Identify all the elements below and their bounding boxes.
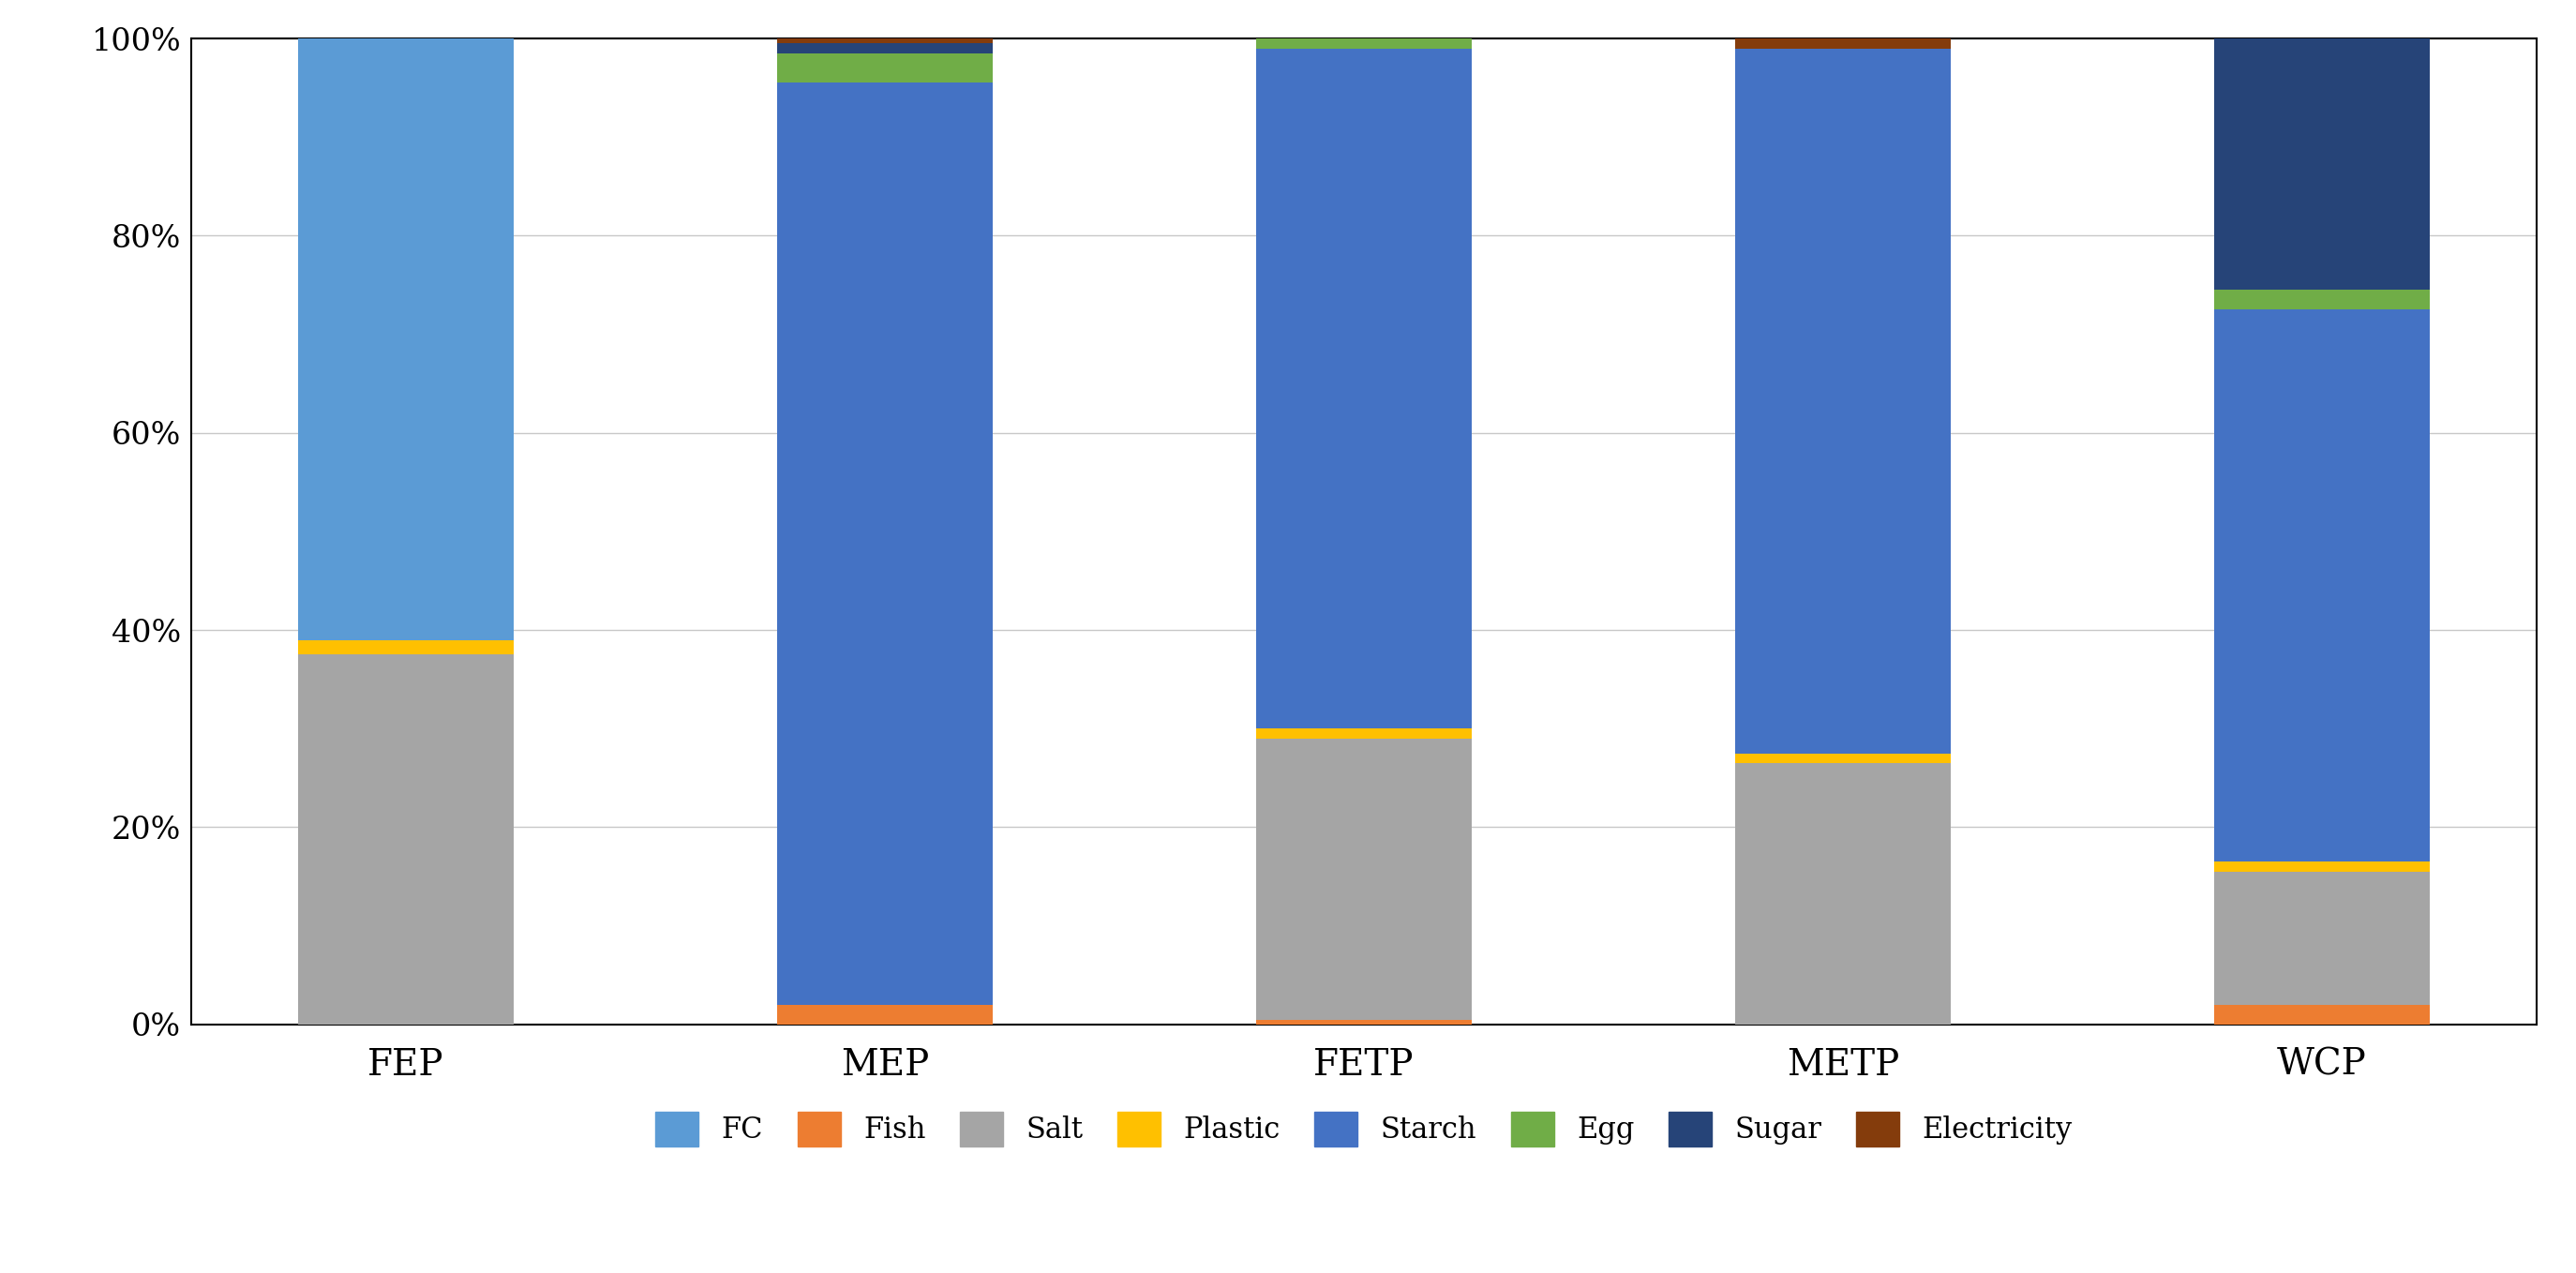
Bar <box>778 1004 992 1025</box>
Bar <box>1736 48 1950 754</box>
Bar <box>778 53 992 83</box>
Bar <box>1736 754 1950 763</box>
Bar <box>1736 38 1950 48</box>
Bar <box>1257 38 1471 48</box>
Bar <box>2213 872 2429 1004</box>
Bar <box>1257 728 1471 738</box>
Bar <box>778 83 992 1004</box>
Legend: FC, Fish, Salt, Plastic, Starch, Egg, Sugar, Electricity: FC, Fish, Salt, Plastic, Starch, Egg, Su… <box>644 1100 2084 1158</box>
Bar <box>2213 862 2429 872</box>
Bar <box>2213 1004 2429 1025</box>
Bar <box>778 43 992 53</box>
Bar <box>2213 290 2429 309</box>
Bar <box>1257 48 1471 728</box>
Bar <box>1257 1020 1471 1025</box>
Bar <box>2213 309 2429 862</box>
Bar <box>299 38 513 640</box>
Bar <box>299 654 513 1025</box>
Bar <box>299 640 513 654</box>
Bar <box>2213 33 2429 290</box>
Bar <box>2213 29 2429 33</box>
Bar <box>778 38 992 43</box>
Bar <box>1257 738 1471 1020</box>
Bar <box>1736 763 1950 1025</box>
